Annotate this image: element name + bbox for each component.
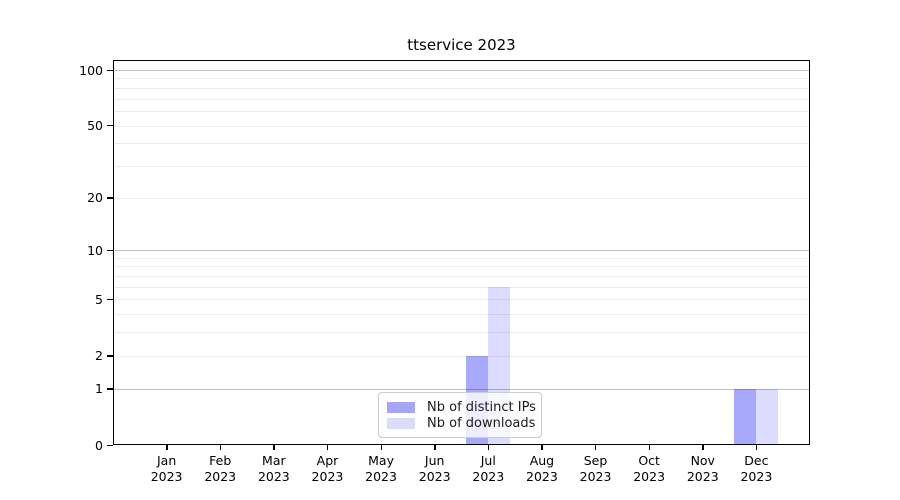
x-tick-label: Jul 2023 xyxy=(472,453,505,484)
gridline-minor xyxy=(113,110,810,112)
y-tick-label: 100 xyxy=(79,62,103,78)
legend-item-distinct-ips: Nb of distinct IPs xyxy=(387,399,536,415)
gridline-minor xyxy=(113,286,810,288)
bar-distinct-ips-dec xyxy=(734,388,757,444)
gridline-major xyxy=(113,250,810,252)
x-tick-label: May 2023 xyxy=(365,453,397,484)
x-tick-mark xyxy=(702,445,704,450)
legend: Nb of distinct IPs Nb of downloads xyxy=(378,392,542,438)
x-tick-mark xyxy=(273,445,275,450)
x-tick-mark xyxy=(434,445,436,450)
legend-label-downloads: Nb of downloads xyxy=(427,415,536,431)
gridline-minor xyxy=(113,165,810,167)
legend-item-downloads: Nb of downloads xyxy=(387,415,536,431)
y-tick-mark xyxy=(107,197,113,199)
y-tick-mark xyxy=(107,249,113,252)
y-tick-label: 20 xyxy=(87,190,103,206)
legend-swatch-downloads xyxy=(387,417,415,429)
y-tick-mark xyxy=(107,125,113,127)
gridline-minor xyxy=(113,87,810,89)
gridline-minor xyxy=(113,197,810,199)
x-tick-label: Sep 2023 xyxy=(579,453,612,484)
x-tick-mark xyxy=(380,445,382,450)
gridline-minor xyxy=(113,355,810,357)
gridline-minor xyxy=(113,314,810,316)
x-tick-mark xyxy=(326,445,329,450)
x-tick-label: Dec 2023 xyxy=(740,453,773,484)
plot-area xyxy=(113,60,810,445)
gridline-minor xyxy=(113,125,810,127)
y-tick-mark xyxy=(107,388,113,390)
gridline-major xyxy=(113,388,810,390)
y-tick-mark xyxy=(107,69,113,71)
x-tick-label: Jun 2023 xyxy=(418,453,451,484)
gridline-minor xyxy=(113,78,810,80)
x-tick-mark xyxy=(166,445,168,450)
legend-swatch-distinct-ips xyxy=(387,401,415,413)
x-tick-label: Oct 2023 xyxy=(633,453,666,484)
y-tick-label: 1 xyxy=(95,381,103,397)
x-tick-mark xyxy=(595,445,597,450)
x-tick-mark xyxy=(541,445,543,450)
legend-label-distinct-ips: Nb of distinct IPs xyxy=(427,399,536,415)
x-tick-label: Apr 2023 xyxy=(311,453,344,484)
x-tick-mark xyxy=(219,445,222,450)
y-tick-mark xyxy=(107,355,113,357)
gridline-minor xyxy=(113,332,810,334)
y-tick-mark xyxy=(107,444,113,446)
gridline-minor xyxy=(113,143,810,145)
gridline-major xyxy=(113,70,810,71)
bar-downloads-dec xyxy=(756,388,779,444)
x-tick-mark xyxy=(755,445,758,450)
x-tick-mark xyxy=(487,445,490,450)
gridline-minor xyxy=(113,98,810,100)
y-tick-label: 50 xyxy=(87,118,103,134)
x-tick-label: Aug 2023 xyxy=(526,453,558,484)
y-tick-mark xyxy=(107,298,113,301)
gridline-minor xyxy=(113,299,810,301)
x-tick-label: Nov 2023 xyxy=(686,453,719,484)
y-tick-label: 5 xyxy=(95,291,103,307)
x-tick-label: Jan 2023 xyxy=(150,453,183,484)
chart-title: ttservice 2023 xyxy=(407,36,516,54)
y-tick-label: 2 xyxy=(95,348,103,364)
y-tick-label: 10 xyxy=(87,242,103,258)
gridline-minor xyxy=(113,276,810,278)
x-tick-label: Mar 2023 xyxy=(257,453,290,484)
gridline-minor xyxy=(113,266,810,268)
x-tick-mark xyxy=(648,445,651,450)
gridline-minor xyxy=(113,257,810,259)
x-tick-label: Feb 2023 xyxy=(204,453,237,484)
y-tick-label: 0 xyxy=(95,437,103,453)
